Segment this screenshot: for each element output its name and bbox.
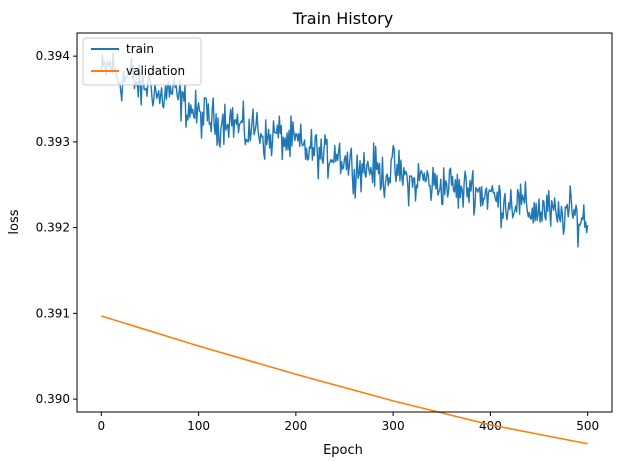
x-axis-label: Epoch xyxy=(323,443,363,458)
y-axis-label: loss xyxy=(7,209,22,234)
chart-title: Train History xyxy=(292,9,393,28)
plot-series xyxy=(100,52,589,445)
x-tick-label: 0 xyxy=(97,419,105,433)
x-tick-label: 400 xyxy=(479,419,502,433)
y-tick-label: 0.390 xyxy=(36,392,70,406)
plot-frame xyxy=(76,32,613,413)
legend: train validation xyxy=(82,37,202,86)
legend-label-validation: validation xyxy=(126,64,185,78)
y-tick-label: 0.393 xyxy=(36,135,70,149)
axis-ticks: 0 100 200 300 400 500 0.390 0.391 0.392 0.393 0.39… xyxy=(36,49,599,433)
y-tick-label: 0.391 xyxy=(36,306,70,320)
x-tick-label: 500 xyxy=(576,419,599,433)
x-tick-label: 200 xyxy=(284,419,307,433)
x-tick-label: 100 xyxy=(187,419,210,433)
y-tick-label: 0.392 xyxy=(36,221,70,235)
y-tick-label: 0.394 xyxy=(36,49,70,63)
series-line-validation xyxy=(101,315,588,445)
x-tick-label: 300 xyxy=(382,419,405,433)
series-line-train xyxy=(100,52,589,248)
legend-label-train: train xyxy=(126,42,154,56)
